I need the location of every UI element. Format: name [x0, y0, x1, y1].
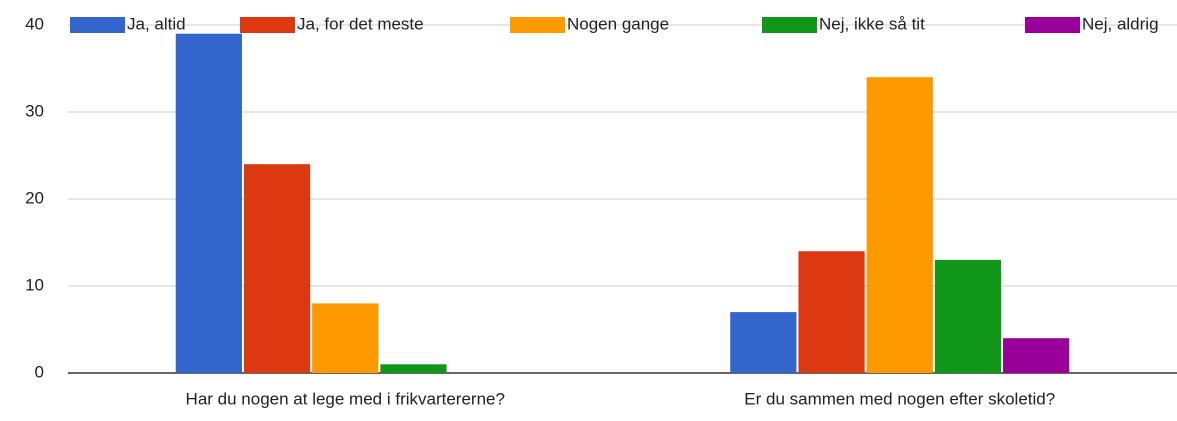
legend-label: Nej, ikke så tit — [819, 14, 925, 33]
legend-swatch — [70, 17, 125, 33]
legend-label: Ja, altid — [127, 14, 186, 33]
bar — [380, 364, 447, 373]
legend-swatch — [510, 17, 565, 33]
bar — [312, 303, 379, 373]
y-tick-label: 40 — [25, 14, 44, 33]
x-tick-label: Er du sammen med nogen efter skoletid? — [744, 389, 1055, 408]
legend-label: Ja, for det meste — [297, 14, 424, 33]
legend-label: Nej, aldrig — [1082, 14, 1159, 33]
bar — [175, 33, 242, 373]
legend-swatch — [1025, 17, 1080, 33]
bar — [798, 251, 865, 373]
bar — [934, 259, 1002, 373]
legend-label: Nogen gange — [567, 14, 669, 33]
y-tick-label: 10 — [25, 275, 44, 294]
y-tick-label: 20 — [25, 188, 44, 207]
legend-swatch — [762, 17, 817, 33]
y-tick-label: 30 — [25, 101, 44, 120]
bar — [243, 164, 311, 373]
legend-swatch — [240, 17, 295, 33]
y-tick-label: 0 — [35, 362, 44, 381]
x-tick-label: Har du nogen at lege med i frikvarterern… — [186, 389, 505, 408]
bar — [730, 312, 797, 373]
bar — [866, 77, 933, 373]
bar — [1003, 338, 1070, 373]
